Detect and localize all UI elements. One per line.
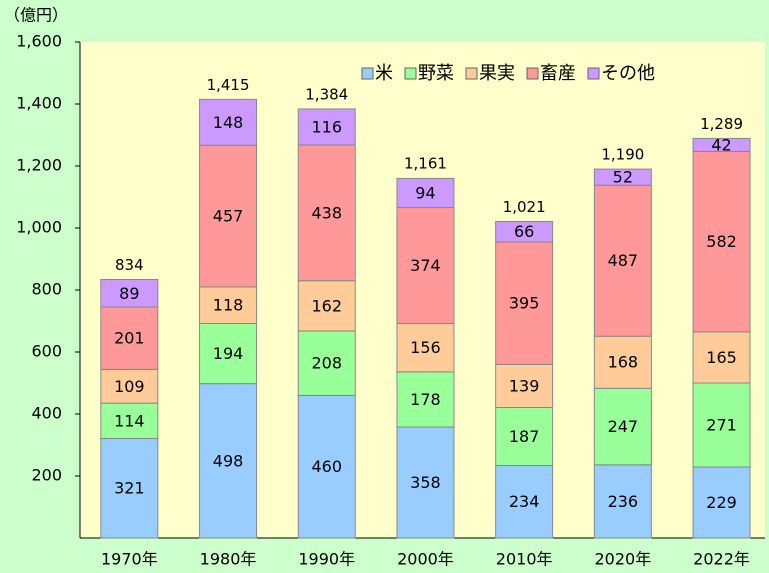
legend-swatch <box>465 67 478 80</box>
bar-segment <box>692 382 751 468</box>
data-label: 194 <box>213 344 244 363</box>
legend-swatch <box>404 67 417 80</box>
bar-segment <box>396 177 455 209</box>
data-label: 582 <box>706 232 737 251</box>
data-label: 208 <box>311 354 342 373</box>
total-label: 1,021 <box>503 198 546 216</box>
data-label: 116 <box>311 117 342 136</box>
y-tick-label: 1,200 <box>16 156 62 175</box>
x-tick-label: 1980年 <box>200 550 257 569</box>
data-label: 168 <box>608 353 639 372</box>
data-label: 89 <box>119 284 139 303</box>
total-label: 1,161 <box>404 155 447 173</box>
data-label: 139 <box>509 376 540 395</box>
bar-segment <box>593 184 652 337</box>
bar-segment <box>297 108 356 146</box>
legend-swatch <box>361 67 374 80</box>
data-label: 321 <box>114 479 145 498</box>
bar-segment <box>199 286 258 324</box>
bar-segment <box>396 371 455 428</box>
data-label: 156 <box>410 338 441 357</box>
bar-segment <box>396 426 455 539</box>
y-tick-label: 600 <box>31 342 62 361</box>
data-label: 498 <box>213 451 244 470</box>
x-tick-label: 1990年 <box>298 550 355 569</box>
x-tick-label: 2000年 <box>397 550 454 569</box>
total-label: 834 <box>115 256 144 274</box>
total-label: 1,289 <box>700 115 743 133</box>
bar-segment <box>692 331 751 384</box>
bar-segment <box>593 464 652 539</box>
data-label: 66 <box>514 222 534 241</box>
data-label: 162 <box>311 296 342 315</box>
bar-segment <box>495 220 554 243</box>
x-tick-label: 1970年 <box>101 550 158 569</box>
data-label: 114 <box>114 411 145 430</box>
y-tick-label: 200 <box>31 466 62 485</box>
bar-segment <box>396 207 455 324</box>
legend-label: 米 <box>375 63 393 84</box>
data-label: 234 <box>509 492 540 511</box>
bar-segment <box>593 335 652 389</box>
bar-segment <box>297 394 356 539</box>
data-label: 109 <box>114 377 145 396</box>
legend-label: 畜産 <box>540 63 576 84</box>
legend-swatch <box>526 67 539 80</box>
data-label: 94 <box>415 183 435 202</box>
data-label: 187 <box>509 427 540 446</box>
legend-label: 果実 <box>479 63 515 84</box>
bar-segment <box>593 168 652 186</box>
data-label: 118 <box>213 296 244 315</box>
bar-segment <box>692 150 751 333</box>
data-label: 148 <box>213 113 244 132</box>
bar-segment <box>100 402 159 439</box>
x-tick-label: 2022年 <box>693 550 750 569</box>
data-label: 229 <box>706 493 737 512</box>
bar-segment <box>199 98 258 146</box>
data-label: 487 <box>608 251 639 270</box>
data-label: 358 <box>410 473 441 492</box>
data-label: 247 <box>608 417 639 436</box>
bar-segment <box>100 306 159 370</box>
bar-segment <box>199 144 258 288</box>
legend-label: その他 <box>601 63 655 84</box>
data-label: 165 <box>706 348 737 367</box>
bar-segment <box>100 368 159 404</box>
bar-segment <box>692 137 751 152</box>
bar-segment <box>199 383 258 539</box>
y-tick-label: 800 <box>31 280 62 299</box>
data-label: 201 <box>114 329 145 348</box>
data-label: 395 <box>509 294 540 313</box>
data-label: 374 <box>410 256 441 275</box>
total-label: 1,415 <box>207 76 250 94</box>
bar-segment <box>297 144 356 282</box>
data-label: 178 <box>410 390 441 409</box>
y-tick-label: 1,400 <box>16 94 62 113</box>
data-label: 52 <box>613 168 633 187</box>
bar-segment <box>495 464 554 539</box>
data-label: 460 <box>311 457 342 476</box>
y-tick-label: 1,000 <box>16 218 62 237</box>
bar-segment <box>593 387 652 466</box>
data-label: 457 <box>213 207 244 226</box>
y-tick-label: 400 <box>31 404 62 423</box>
y-tick-label: 1,600 <box>16 32 62 51</box>
bar-segment <box>100 278 159 308</box>
bar-segment <box>297 330 356 396</box>
data-label: 42 <box>711 135 731 154</box>
x-tick-label: 2020年 <box>594 550 651 569</box>
bar-segment <box>495 363 554 408</box>
total-label: 1,190 <box>601 146 644 164</box>
bar-segment <box>297 280 356 332</box>
bar-segment <box>100 437 159 539</box>
total-label: 1,384 <box>305 85 348 103</box>
legend-label: 野菜 <box>418 63 454 84</box>
y-axis-label: （億円） <box>4 6 68 25</box>
x-tick-label: 2010年 <box>496 550 553 569</box>
legend-swatch <box>587 67 600 80</box>
data-label: 438 <box>311 203 342 222</box>
data-label: 236 <box>608 492 639 511</box>
data-label: 271 <box>706 416 737 435</box>
